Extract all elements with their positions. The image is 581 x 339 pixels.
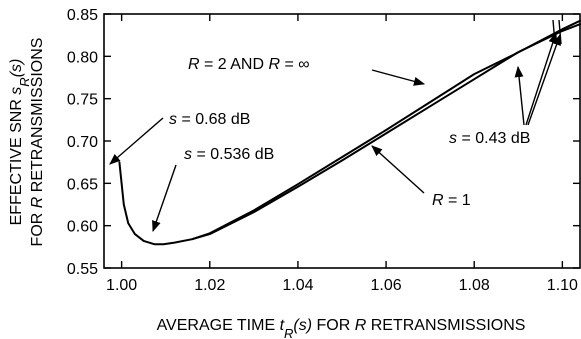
y-tick-label: 0.75 [67, 92, 98, 109]
x-tick-label: 1.02 [194, 277, 225, 294]
x-tick-label: 1.06 [371, 277, 402, 294]
annotation-s0536: s = 0.536 dB [184, 146, 274, 163]
y-tick-label: 0.80 [67, 49, 98, 66]
arrow-s068 [109, 117, 164, 165]
y-tick-label: 0.60 [67, 219, 98, 236]
x-axis-label: AVERAGE TIME tR(s) FOR R RETRANSMISSIONS [157, 317, 526, 339]
x-tick-label: 1.04 [282, 277, 313, 294]
annotation-s043: s = 0.43 dB [449, 130, 530, 147]
y-axis-label-line2: FOR R RETRANSMISSIONS [29, 38, 46, 247]
arrow-r1 [371, 145, 425, 194]
annotation-r1: R = 1 [432, 192, 471, 209]
annotation-s068: s = 0.68 dB [169, 111, 250, 128]
marker-s043-2 [558, 19, 562, 45]
y-tick-label: 0.85 [67, 7, 98, 24]
series-r2-rinf-line [191, 19, 581, 241]
arrow-s043-c [527, 33, 561, 126]
y-tick-label: 0.70 [67, 134, 98, 151]
arrow-s043-a [514, 65, 525, 126]
arrow-s0536 [152, 164, 177, 233]
x-tick-label: 1.00 [106, 277, 137, 294]
y-tick-label: 0.55 [67, 261, 98, 278]
annotation-r2-rinf: R = 2 AND R = ∞ [188, 56, 310, 73]
marker-s043-1 [552, 19, 556, 45]
y-tick-label: 0.65 [67, 176, 98, 193]
arrow-s043-b [525, 31, 558, 126]
y-axis-label-line1: EFFECTIVE SNR sR(s) [8, 59, 32, 226]
arrow-r2-rinf [371, 69, 426, 86]
x-tick-label: 1.08 [459, 277, 490, 294]
x-tick-label: 1.10 [547, 277, 578, 294]
